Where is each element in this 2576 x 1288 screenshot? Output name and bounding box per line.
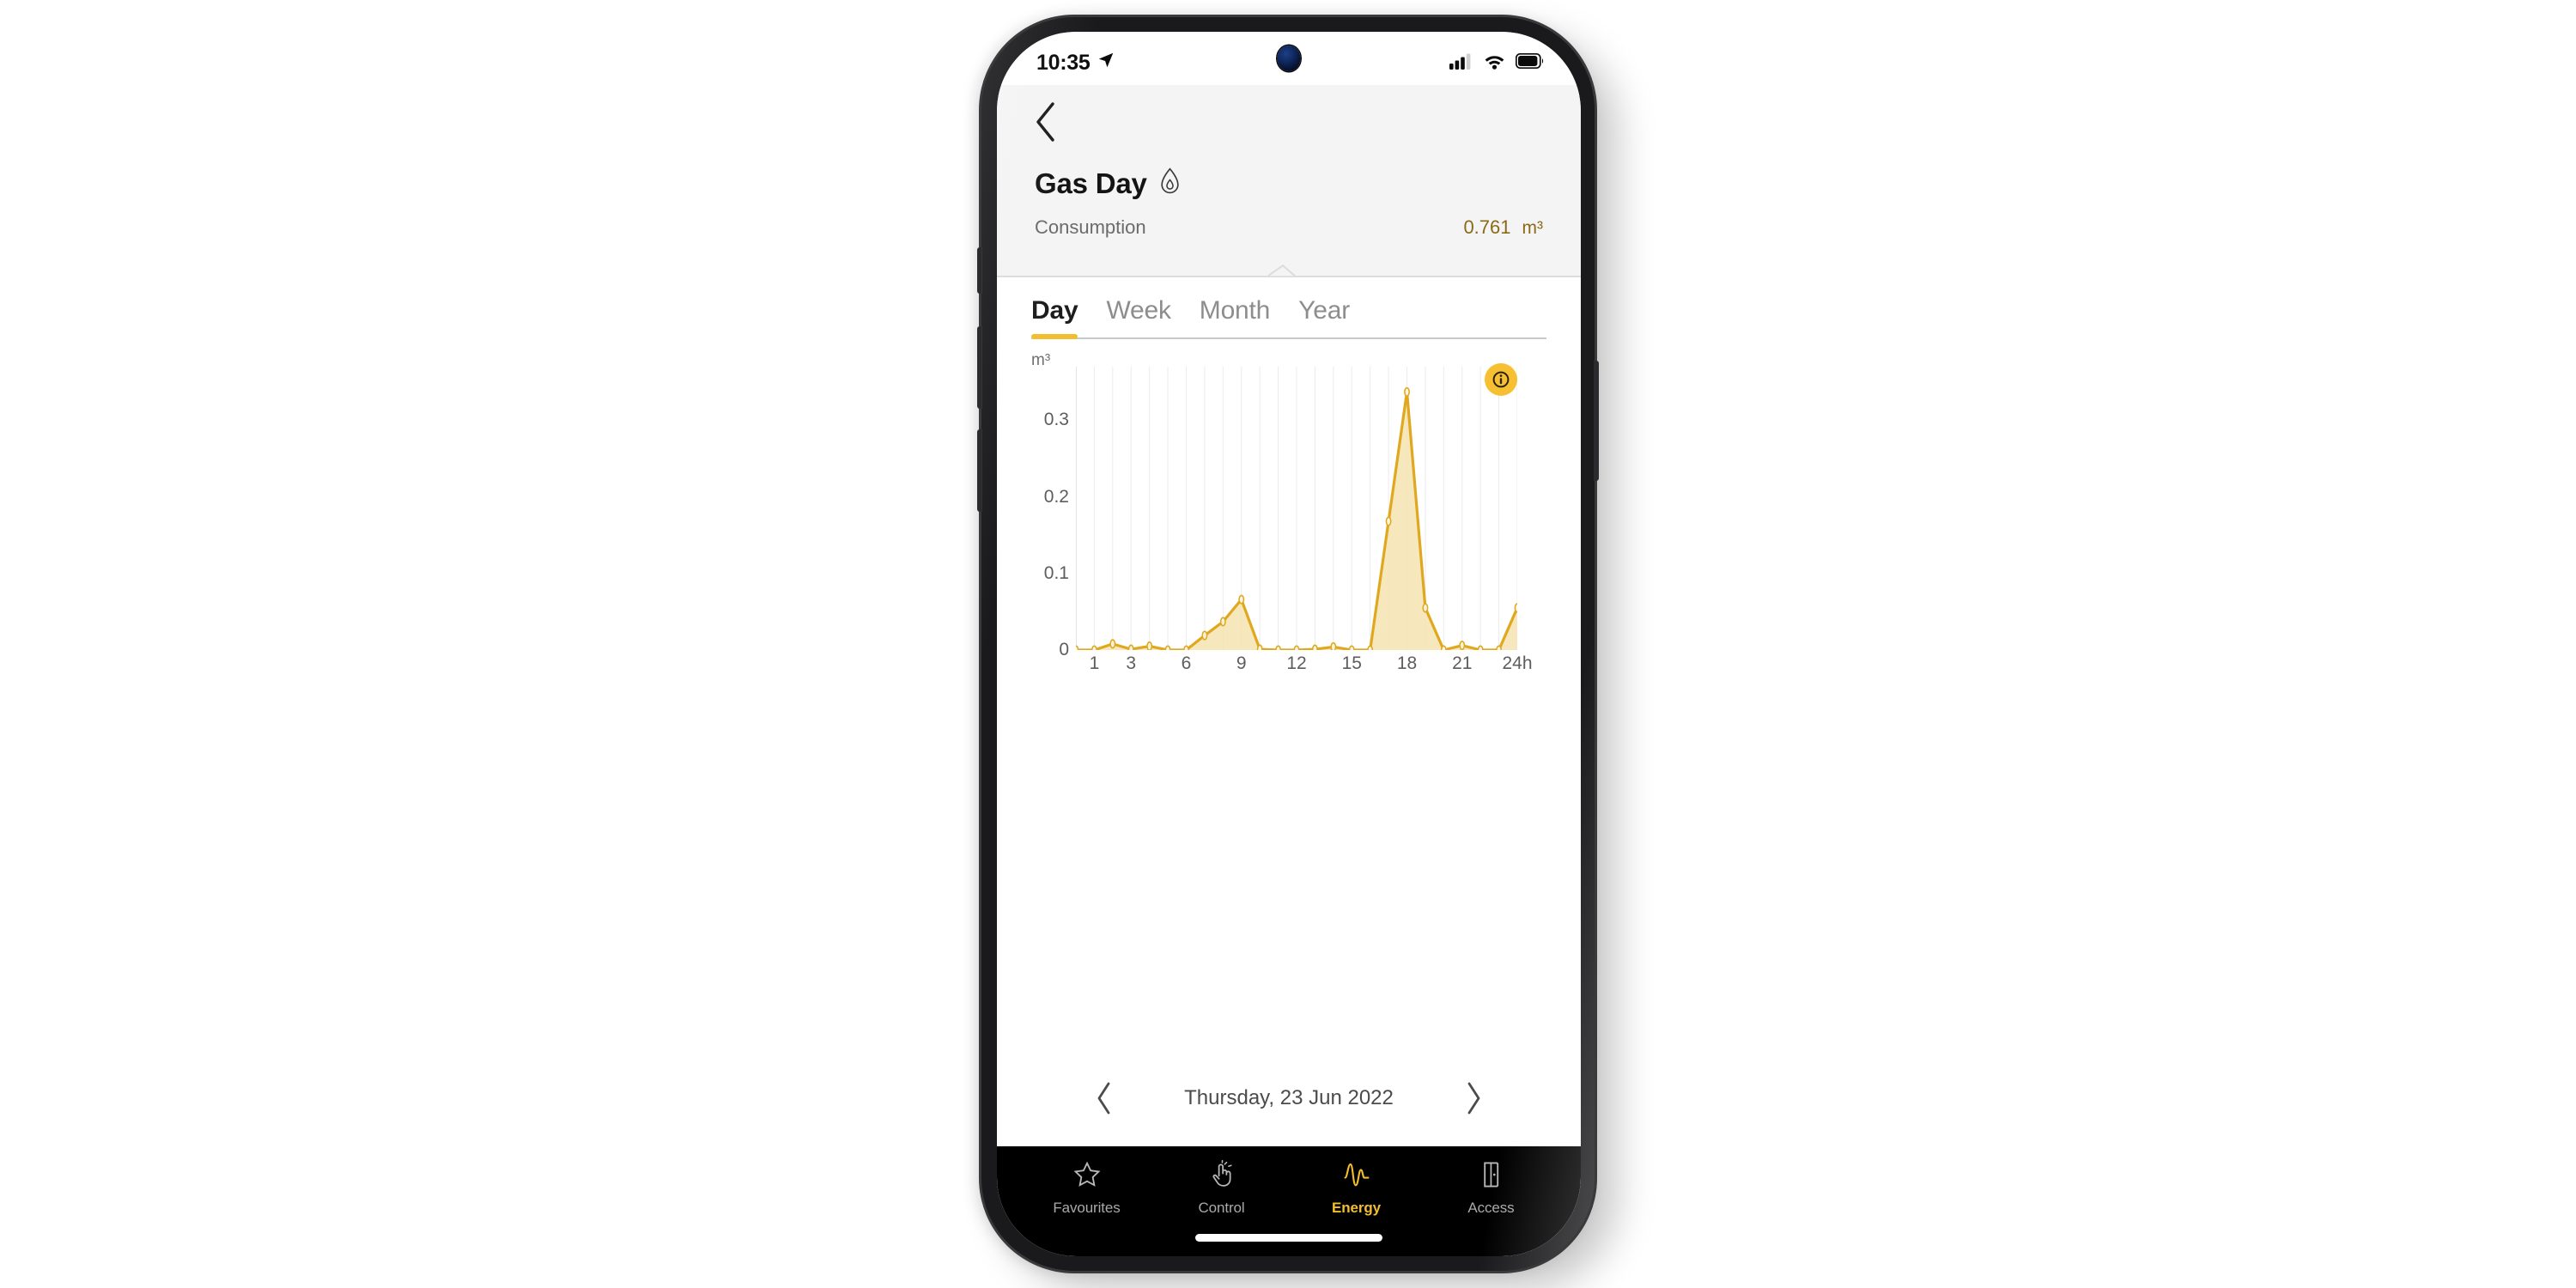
tab-access[interactable]: Access (1424, 1160, 1558, 1217)
phone-device-frame: 10:35 (977, 17, 1599, 1271)
x-axis-tick-label: 12 (1286, 653, 1307, 673)
tab-favourites-label: Favourites (1053, 1200, 1121, 1216)
tab-day[interactable]: Day (1031, 296, 1078, 339)
current-date-label: Thursday, 23 Jun 2022 (1184, 1086, 1394, 1109)
info-circle-icon[interactable] (1485, 363, 1517, 396)
consumption-unit: m³ (1522, 218, 1544, 238)
mute-switch-button[interactable] (977, 247, 982, 294)
tab-energy[interactable]: Energy (1289, 1160, 1424, 1217)
chevron-right-icon[interactable] (1455, 1074, 1492, 1122)
y-axis-tick-label: 0.1 (1043, 562, 1069, 583)
x-axis-tick-label: 9 (1236, 653, 1247, 673)
x-axis-tick-label: 3 (1126, 653, 1137, 673)
tab-month[interactable]: Month (1199, 296, 1271, 325)
y-axis-tick-label: 0.2 (1043, 486, 1069, 507)
header-divider (997, 264, 1581, 277)
door-icon (1477, 1160, 1506, 1194)
y-axis-labels: 0 0.1 0.2 0.3 (1031, 367, 1069, 659)
x-axis-labels: 1 3 6 9 12 15 18 21 24h (1076, 653, 1533, 681)
status-bar-indicators (1449, 52, 1545, 74)
tab-week[interactable]: Week (1106, 296, 1171, 325)
period-tab-bar: Day Week Month Year (997, 277, 1581, 339)
summary-header-card: Gas Day Consumption 0.761 m³ (997, 159, 1581, 276)
energy-pulse-icon (1342, 1160, 1371, 1194)
volume-up-button[interactable] (977, 326, 982, 409)
date-navigation: Thursday, 23 Jun 2022 (997, 1064, 1581, 1146)
flame-icon (1158, 167, 1182, 200)
y-axis-unit-label: m³ (1031, 351, 1051, 369)
tab-energy-label: Energy (1331, 1200, 1382, 1216)
x-axis-tick-label: 15 (1341, 653, 1362, 673)
status-bar-time-group: 10:35 (1036, 51, 1115, 76)
status-bar: 10:35 (997, 32, 1581, 85)
power-button[interactable] (1594, 361, 1599, 481)
divider-notch-indicator (1268, 264, 1309, 276)
home-indicator[interactable] (1195, 1234, 1382, 1242)
chart-plot-area (1072, 367, 1521, 655)
x-axis-tick-label: 21 (1452, 653, 1473, 673)
navigation-bar (997, 85, 1581, 159)
tab-year[interactable]: Year (1298, 296, 1350, 325)
location-arrow-icon (1097, 51, 1115, 76)
cellular-signal-icon (1449, 52, 1473, 74)
x-axis-tick-label: 1 (1089, 653, 1100, 673)
x-axis-tick-label: 24h (1502, 653, 1533, 673)
status-bar-clock: 10:35 (1036, 50, 1091, 75)
back-chevron-icon[interactable] (1033, 101, 1059, 143)
consumption-chart: m³ 0 0.1 0.2 0.3 1 3 6 9 12 15 18 21 24 (1031, 351, 1546, 681)
star-icon (1072, 1160, 1102, 1194)
front-camera-punch-hole (1277, 46, 1301, 71)
wifi-icon (1483, 52, 1506, 74)
hand-tap-icon (1207, 1159, 1236, 1194)
x-axis-tick-label: 18 (1396, 653, 1418, 673)
content-panel: Day Week Month Year m³ (997, 277, 1581, 1256)
chevron-left-icon[interactable] (1086, 1074, 1122, 1122)
consumption-value-group: 0.761 m³ (1463, 216, 1543, 239)
page-title: Gas Day (1035, 167, 1147, 199)
tab-access-label: Access (1467, 1200, 1515, 1216)
page-title-row: Gas Day (1035, 167, 1543, 200)
tab-control-label: Control (1198, 1200, 1245, 1216)
phone-screen: 10:35 (997, 32, 1581, 1256)
battery-icon (1515, 52, 1545, 73)
volume-down-button[interactable] (977, 429, 982, 512)
tab-control[interactable]: Control (1154, 1159, 1289, 1217)
chart-container: m³ 0 0.1 0.2 0.3 1 3 6 9 12 15 18 21 24 (997, 339, 1581, 1064)
tab-underline-rule (1031, 337, 1546, 339)
x-axis-tick-label: 6 (1181, 653, 1192, 673)
tab-favourites[interactable]: Favourites (1019, 1160, 1154, 1217)
consumption-label: Consumption (1035, 216, 1146, 238)
chart-svg (1072, 367, 1521, 655)
y-axis-tick-label: 0 (1059, 640, 1069, 659)
y-axis-tick-label: 0.3 (1043, 410, 1069, 430)
consumption-value: 0.761 (1463, 216, 1511, 238)
consumption-row: Consumption 0.761 m³ (1035, 216, 1543, 239)
